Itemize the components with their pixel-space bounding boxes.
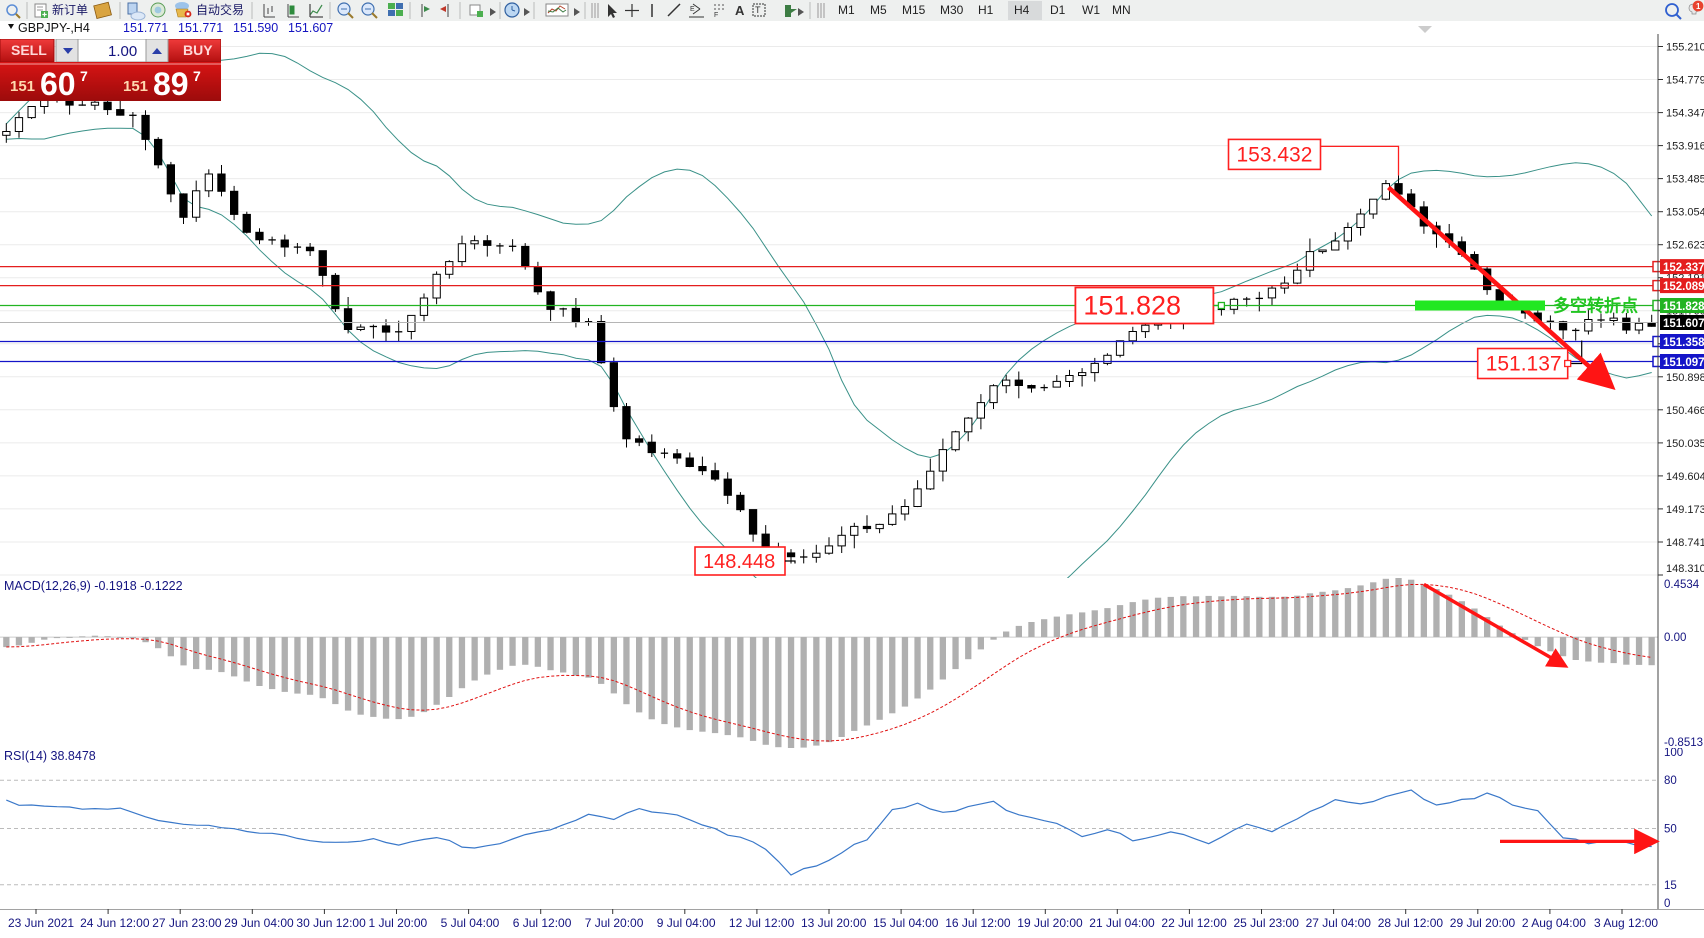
svg-text:T: T [755,5,761,15]
svg-text:148.310: 148.310 [1666,563,1704,575]
svg-text:150.035: 150.035 [1666,438,1704,450]
svg-text:1.00: 1.00 [108,43,137,60]
svg-text:MN: MN [1112,3,1131,17]
svg-text:151.828: 151.828 [1663,301,1704,313]
svg-text:15 Jul 04:00: 15 Jul 04:00 [873,916,939,930]
svg-text:152.623: 152.623 [1666,240,1704,252]
svg-text:151.607: 151.607 [288,21,333,34]
svg-text:BUY: BUY [183,42,213,58]
svg-text:M1: M1 [838,3,855,17]
svg-text:D1: D1 [1050,3,1066,17]
svg-text:149.173: 149.173 [1666,504,1704,516]
svg-text:149.604: 149.604 [1666,471,1704,483]
svg-text:29 Jul 20:00: 29 Jul 20:00 [1450,916,1516,930]
svg-text:152.089: 152.089 [1663,281,1704,293]
svg-text:M15: M15 [902,3,926,17]
svg-text:RSI(14) 38.8478: RSI(14) 38.8478 [4,749,96,763]
svg-text:6 Jul 12:00: 6 Jul 12:00 [513,916,572,930]
svg-text:151.097: 151.097 [1663,357,1704,369]
svg-text:25 Jul 23:00: 25 Jul 23:00 [1234,916,1300,930]
svg-text:29 Jun 04:00: 29 Jun 04:00 [224,916,294,930]
svg-text:0: 0 [1664,898,1670,909]
svg-text:23 Jun 2021: 23 Jun 2021 [8,916,74,930]
svg-text:13 Jul 20:00: 13 Jul 20:00 [801,916,867,930]
svg-text:151.607: 151.607 [1663,318,1704,330]
svg-text:150.898: 150.898 [1666,372,1704,384]
svg-text:12 Jul 12:00: 12 Jul 12:00 [729,916,795,930]
svg-text:30 Jun 12:00: 30 Jun 12:00 [296,916,366,930]
svg-text:新订单: 新订单 [52,2,88,17]
svg-text:0.4534: 0.4534 [1664,579,1700,591]
svg-text:2 Aug 04:00: 2 Aug 04:00 [1522,916,1586,930]
svg-text:W1: W1 [1082,3,1100,17]
svg-text:154.779: 154.779 [1666,75,1704,87]
svg-text:3 Aug 12:00: 3 Aug 12:00 [1594,916,1658,930]
svg-text:153.432: 153.432 [1237,143,1313,166]
svg-text:89: 89 [153,66,189,101]
svg-text:60: 60 [40,66,76,101]
svg-text:22 Jul 12:00: 22 Jul 12:00 [1161,916,1227,930]
svg-text:155.210: 155.210 [1666,42,1704,54]
svg-text:SELL: SELL [11,42,47,58]
svg-text:80: 80 [1664,775,1677,787]
svg-text:9 Jul 04:00: 9 Jul 04:00 [657,916,716,930]
svg-text:151.771: 151.771 [123,21,168,34]
svg-text:24 Jun 12:00: 24 Jun 12:00 [80,916,150,930]
svg-text:27 Jul 04:00: 27 Jul 04:00 [1306,916,1372,930]
svg-text:153.054: 153.054 [1666,207,1704,219]
svg-text:1: 1 [1696,2,1701,11]
svg-text:28 Jul 12:00: 28 Jul 12:00 [1378,916,1444,930]
svg-text:148.741: 148.741 [1666,537,1704,549]
svg-text:151: 151 [10,78,35,95]
svg-text:H4: H4 [1014,3,1030,17]
svg-text:150.466: 150.466 [1666,405,1704,417]
svg-text:H1: H1 [978,3,994,17]
svg-text:MACD(12,26,9) -0.1918 -0.1222: MACD(12,26,9) -0.1918 -0.1222 [4,579,183,593]
svg-text:152.337: 152.337 [1663,262,1704,274]
svg-text:E: E [690,6,695,13]
svg-text:153.485: 153.485 [1666,174,1704,186]
svg-text:16 Jul 12:00: 16 Jul 12:00 [945,916,1011,930]
svg-text:多空转折点: 多空转折点 [1553,296,1638,316]
svg-text:0.00: 0.00 [1664,632,1686,644]
svg-text:151.137: 151.137 [1486,353,1562,376]
svg-text:5 Jul 04:00: 5 Jul 04:00 [441,916,500,930]
svg-text:151: 151 [123,78,148,95]
svg-text:自动交易: 自动交易 [196,2,244,17]
svg-text:F: F [714,12,718,19]
svg-text:151.590: 151.590 [233,21,278,34]
svg-text:50: 50 [1664,824,1677,836]
svg-text:148.448: 148.448 [703,551,775,573]
svg-text:27 Jun 23:00: 27 Jun 23:00 [152,916,222,930]
svg-text:7 Jul 20:00: 7 Jul 20:00 [585,916,644,930]
svg-text:154.347: 154.347 [1666,108,1704,120]
svg-text:7: 7 [193,68,201,84]
svg-text:7: 7 [80,68,88,84]
svg-text:A: A [735,3,745,18]
svg-text:19 Jul 20:00: 19 Jul 20:00 [1017,916,1083,930]
svg-text:M5: M5 [870,3,887,17]
svg-text:151.828: 151.828 [1083,291,1181,321]
svg-text:1 Jul 20:00: 1 Jul 20:00 [369,916,428,930]
svg-text:15: 15 [1664,880,1677,892]
svg-text:153.916: 153.916 [1666,141,1704,153]
svg-text:-0.8513: -0.8513 [1664,737,1703,748]
svg-text:100: 100 [1664,748,1683,759]
svg-text:151.771: 151.771 [178,21,223,34]
svg-text:151.358: 151.358 [1663,337,1704,349]
svg-text:GBPJPY-,H4: GBPJPY-,H4 [18,21,90,34]
svg-text:M30: M30 [940,3,964,17]
svg-text:21 Jul 04:00: 21 Jul 04:00 [1089,916,1155,930]
